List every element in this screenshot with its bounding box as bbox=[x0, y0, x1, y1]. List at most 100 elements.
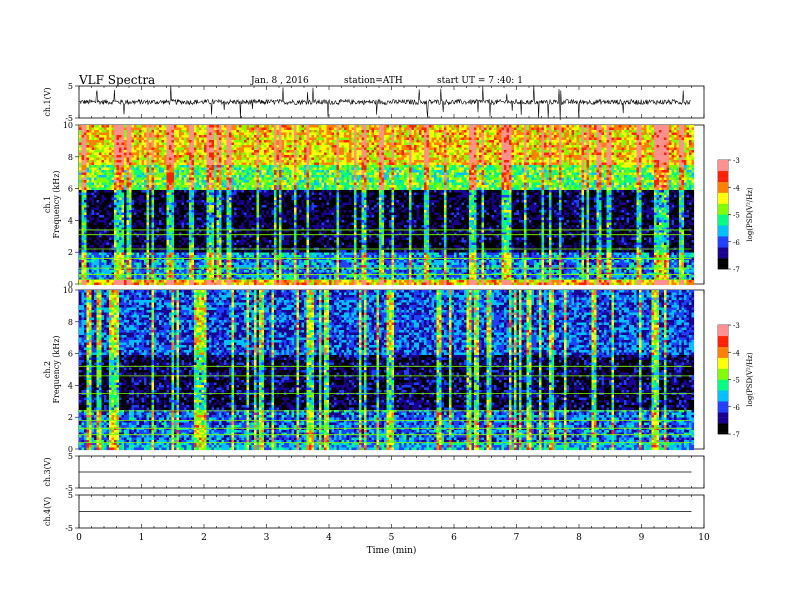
spectrogram-cell bbox=[339, 148, 342, 151]
spectrogram-cell bbox=[409, 133, 412, 136]
spectrogram-cell bbox=[377, 148, 380, 151]
spectrogram-cell bbox=[592, 140, 595, 143]
spectrogram-cell bbox=[577, 140, 580, 143]
spectrogram-cell bbox=[279, 130, 282, 133]
spectrogram-cell bbox=[334, 125, 337, 128]
spectrogram-cell bbox=[459, 133, 462, 136]
spectrogram-cell bbox=[122, 163, 125, 166]
spectrogram-cell bbox=[199, 160, 202, 163]
spectrogram-cell bbox=[654, 138, 657, 141]
spectrogram-cell bbox=[454, 145, 457, 148]
spectrogram-cell bbox=[99, 133, 102, 136]
spectrogram-cell bbox=[689, 143, 692, 146]
spectrogram-cell bbox=[497, 165, 500, 168]
spectrogram-cell bbox=[489, 133, 492, 136]
spectrogram-cell bbox=[609, 143, 612, 146]
spectrogram-cell bbox=[624, 165, 627, 168]
spectrogram-cell bbox=[194, 165, 197, 168]
spectrogram-cell bbox=[287, 133, 290, 136]
spectrogram-cell bbox=[389, 128, 392, 131]
spectrogram-cell bbox=[477, 130, 480, 133]
spectrogram-cell bbox=[319, 155, 322, 158]
spectrogram-cell bbox=[197, 125, 200, 128]
spectrogram-cell bbox=[279, 133, 282, 136]
spectrogram-cell bbox=[579, 140, 582, 143]
spectrogram-cell bbox=[672, 133, 675, 136]
spectrogram-cell bbox=[269, 155, 272, 158]
spectrogram-cell bbox=[639, 168, 642, 171]
spectrogram-cell bbox=[147, 125, 150, 128]
spectrogram-cell bbox=[624, 138, 627, 141]
spectrogram-cell bbox=[387, 138, 390, 141]
spectrogram-cell bbox=[224, 145, 227, 148]
spectrogram-cell bbox=[622, 143, 625, 146]
spectrogram-cell bbox=[119, 143, 122, 146]
spectrogram-cell bbox=[512, 150, 515, 153]
spectrogram-cell bbox=[379, 138, 382, 141]
spectrogram-cell bbox=[359, 165, 362, 168]
spectrogram-cell bbox=[477, 165, 480, 168]
spectrogram-cell bbox=[567, 140, 570, 143]
spectrogram-cell bbox=[117, 133, 120, 136]
spectrogram-cell bbox=[619, 145, 622, 148]
spectrogram-cell bbox=[609, 130, 612, 133]
spectrogram-cell bbox=[239, 153, 242, 156]
spectrogram-cell bbox=[659, 140, 662, 143]
spectrogram-cell bbox=[227, 160, 230, 163]
spectrogram-cell bbox=[344, 140, 347, 143]
spectrogram-cell bbox=[419, 133, 422, 136]
spectrogram-cell bbox=[289, 158, 292, 161]
spectrogram-cell bbox=[217, 138, 220, 141]
spectrogram-cell bbox=[392, 165, 395, 168]
spectrogram-cell bbox=[252, 158, 255, 161]
spectrogram-cell bbox=[234, 128, 237, 131]
spectrogram-cell bbox=[137, 150, 140, 153]
spectrogram-cell bbox=[602, 130, 605, 133]
spectrogram-cell bbox=[604, 145, 607, 148]
spectrogram-cell bbox=[187, 128, 190, 131]
spectrogram-cell bbox=[582, 128, 585, 131]
spectrogram-cell bbox=[257, 160, 260, 163]
spectrogram-cell bbox=[627, 130, 630, 133]
spectrogram-cell bbox=[299, 150, 302, 153]
spectrogram-cell bbox=[357, 140, 360, 143]
spectrogram-cell bbox=[499, 163, 502, 166]
spectrogram-cell bbox=[167, 158, 170, 161]
spectrogram-cell bbox=[664, 163, 667, 166]
spectrogram-cell bbox=[369, 143, 372, 146]
spectrogram-cell bbox=[649, 133, 652, 136]
spectrogram-cell bbox=[322, 130, 325, 133]
spectrogram-cell bbox=[414, 143, 417, 146]
spectrogram-cell bbox=[542, 160, 545, 163]
spectrogram-cell bbox=[82, 160, 85, 163]
spectrogram-cell bbox=[314, 148, 317, 151]
spectrogram-cell bbox=[392, 163, 395, 166]
spectrogram-cell bbox=[667, 128, 670, 131]
spectrogram-cell bbox=[477, 150, 480, 153]
spectrogram-cell bbox=[434, 145, 437, 148]
spectrogram-cell bbox=[377, 163, 380, 166]
spectrogram-cell bbox=[342, 150, 345, 153]
spectrogram-cell bbox=[109, 165, 112, 168]
spectrogram-cell bbox=[434, 128, 437, 131]
spectrogram-cell bbox=[692, 168, 695, 171]
spectrogram-cell bbox=[519, 135, 522, 138]
spectrogram-cell bbox=[377, 128, 380, 131]
spectrogram-cell bbox=[559, 128, 562, 131]
spectrogram-cell bbox=[109, 138, 112, 141]
spectrogram-cell bbox=[542, 153, 545, 156]
spectrogram-cell bbox=[474, 158, 477, 161]
spectrogram-cell bbox=[462, 133, 465, 136]
spectrogram-cell bbox=[332, 150, 335, 153]
spectrogram-cell bbox=[297, 133, 300, 136]
spectrogram-cell bbox=[617, 143, 620, 146]
spectrogram-cell bbox=[359, 148, 362, 151]
spectrogram-cell bbox=[189, 130, 192, 133]
spectrogram-cell bbox=[287, 153, 290, 156]
spectrogram-cell bbox=[667, 135, 670, 138]
spectrogram-cell bbox=[447, 130, 450, 133]
spectrogram-cell bbox=[544, 158, 547, 161]
spectrogram-cell bbox=[194, 133, 197, 136]
spectrogram-cell bbox=[144, 128, 147, 131]
spectrogram-cell bbox=[194, 153, 197, 156]
